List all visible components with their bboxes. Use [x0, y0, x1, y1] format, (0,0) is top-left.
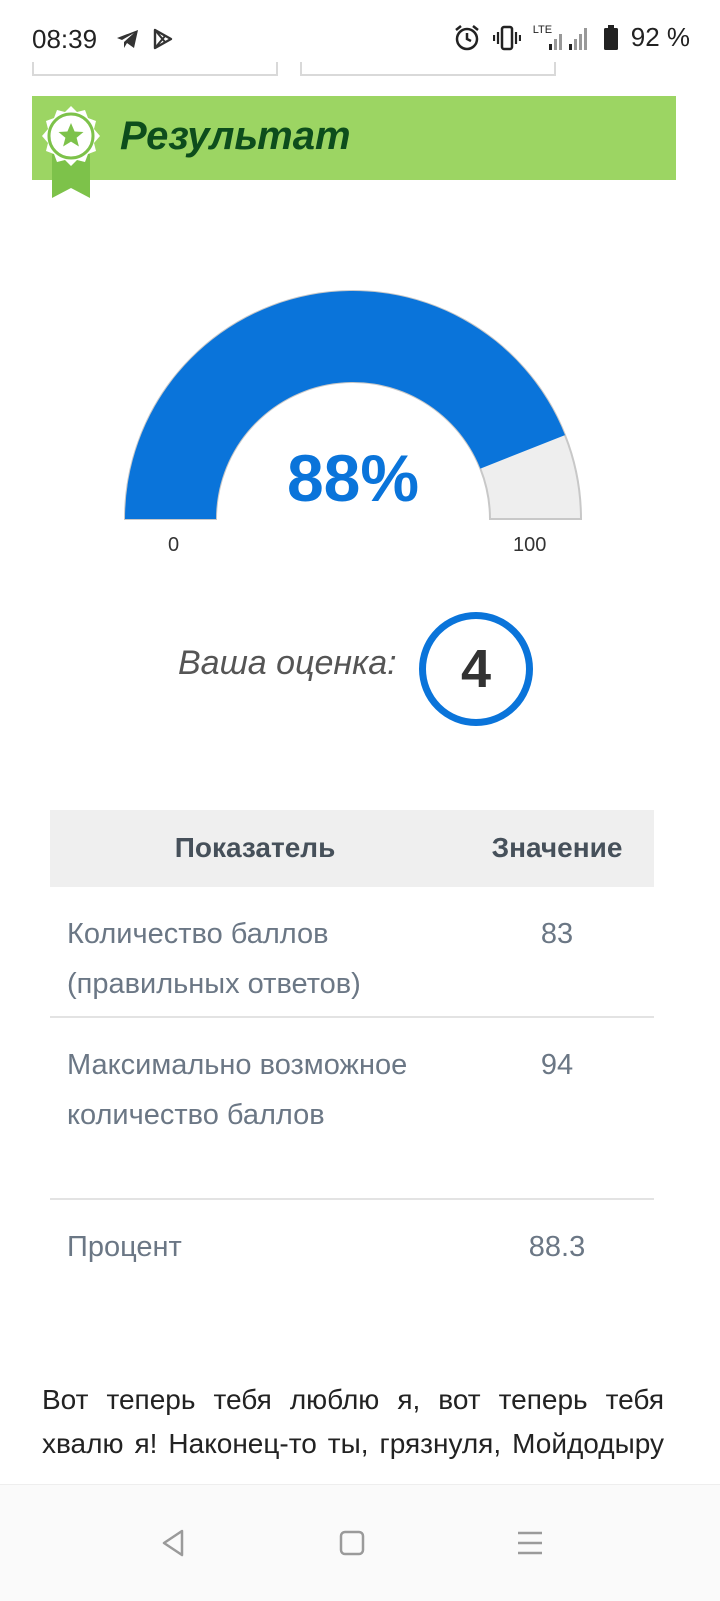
row-name: Максимально возможное количество баллов [67, 1049, 408, 1131]
table-row: Максимально возможное количество баллов … [50, 1018, 654, 1200]
gauge-max-label: 100 [513, 534, 547, 556]
telegram-icon [117, 30, 138, 48]
column-header-value: Значение [491, 832, 623, 863]
table-header: Показатель Значение [50, 810, 654, 887]
home-icon[interactable] [332, 1523, 372, 1563]
play-store-icon [153, 28, 173, 50]
table-row: Количество баллов (правильных ответов) 8… [50, 887, 654, 1018]
row-value: 83 [540, 918, 574, 950]
row-value: 94 [540, 1049, 574, 1081]
gauge-fill [125, 291, 565, 519]
result-message: Вот теперь тебя люблю я, вот теперь тебя… [42, 1384, 664, 1478]
row-name: Процент [67, 1231, 182, 1263]
network-type: LTE [532, 23, 553, 36]
signal-icon: LTE [533, 24, 591, 52]
gauge-min-label: 0 [168, 534, 180, 556]
score-gauge [123, 290, 583, 520]
back-icon[interactable] [154, 1523, 194, 1563]
results-table: Показатель Значение Количество баллов (п… [50, 810, 654, 1280]
battery-icon [603, 24, 618, 50]
column-header-indicator: Показатель [174, 832, 336, 863]
menu-icon[interactable] [510, 1523, 550, 1563]
row-name: Количество баллов (правильных ответов) [67, 918, 361, 1000]
status-time: 08:39 [32, 24, 98, 54]
gauge-value: 88% [286, 441, 420, 515]
grade-circle: 4 [419, 612, 533, 726]
navigation-bar [0, 1484, 720, 1601]
grade-value: 4 [460, 639, 492, 699]
previous-field-box [32, 62, 278, 76]
vibrate-icon [492, 25, 521, 50]
award-badge-icon [42, 106, 100, 198]
result-title: Результат [120, 114, 351, 158]
battery-percent: 92 % [630, 22, 690, 52]
row-value: 88.3 [528, 1231, 586, 1263]
result-banner: Результат [32, 96, 676, 180]
table-row: Процент 88.3 [50, 1200, 654, 1280]
alarm-icon [454, 24, 479, 50]
previous-field-box [300, 62, 556, 76]
grade-label: Ваша оценка: [178, 644, 397, 682]
